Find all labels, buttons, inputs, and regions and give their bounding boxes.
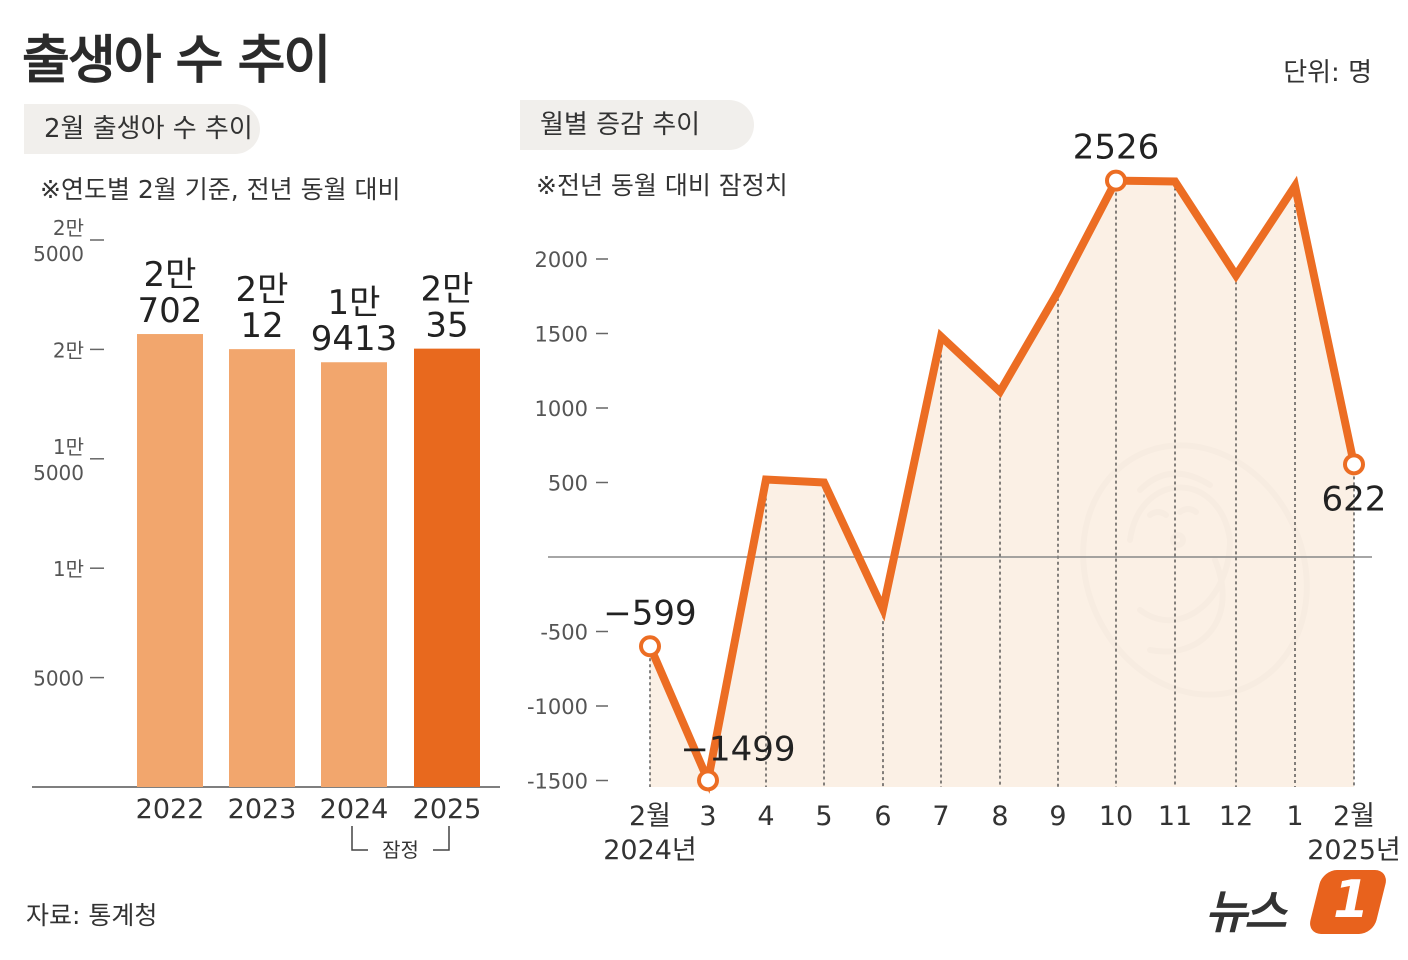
- line-category-label: 8: [991, 801, 1008, 832]
- line-category-label: 9: [1049, 801, 1066, 832]
- bar-ytick-label: 2만: [53, 338, 84, 362]
- line-category-label: 2월 2024년: [603, 801, 697, 866]
- provisional-bracket-left: [351, 826, 368, 851]
- bar-category-label: 2025: [413, 794, 482, 825]
- line-chart-title: 월별 증감 추이: [520, 100, 754, 150]
- line-ytick-label: 2000: [535, 248, 588, 272]
- unit-label: 단위: 명: [1283, 58, 1372, 88]
- labeled-point-marker: [697, 769, 719, 792]
- line-ytick-label: -500: [540, 621, 588, 645]
- bar-category-label: 2022: [136, 794, 205, 825]
- line-category-label: 12: [1219, 801, 1253, 832]
- line-ytick-label: 1500: [535, 323, 588, 347]
- bar-ytick-label: 2만 5000: [33, 216, 84, 266]
- bar-value-label: 1만 9413: [311, 283, 398, 359]
- line-category-label: 1: [1286, 801, 1303, 832]
- line-ytick-label: -1500: [527, 770, 588, 794]
- bar-value-label: 2만 702: [138, 255, 203, 331]
- bar: [414, 348, 480, 787]
- bar-chart-title: 2월 출생아 수 추이: [24, 104, 260, 154]
- line-category-label: 6: [874, 801, 891, 832]
- bar: [321, 362, 387, 787]
- point-value-label: 622: [1322, 479, 1387, 519]
- bar-chart-note: ※연도별 2월 기준, 전년 동월 대비: [40, 175, 401, 204]
- line-chart-note: ※전년 동월 대비 잠정치: [536, 171, 788, 200]
- labeled-point-marker: [639, 635, 661, 658]
- line-ytick-label: 1000: [535, 397, 588, 421]
- source-label: 자료: 통계청: [26, 901, 158, 930]
- chart-title: 출생아 수 추이: [22, 31, 331, 91]
- line-category-label: 10: [1099, 801, 1133, 832]
- logo-number: 1: [1333, 870, 1370, 930]
- line-area: [650, 180, 1354, 788]
- bar-value-label: 2만 35: [421, 270, 474, 346]
- bar-ytick-label: 1만 5000: [33, 435, 84, 485]
- logo-text: 뉴스: [1205, 885, 1287, 939]
- line-category-label: 11: [1158, 801, 1192, 832]
- series-line: [646, 175, 1358, 794]
- bar-category-label: 2023: [228, 794, 297, 825]
- labeled-point-marker: [1343, 453, 1365, 476]
- point-value-label: −1499: [680, 729, 795, 769]
- provisional-bracket-right: [433, 826, 450, 851]
- line-category-label: 2월 2025년: [1307, 801, 1401, 866]
- line-category-label: 4: [757, 801, 774, 832]
- point-value-label: −599: [603, 593, 696, 633]
- news1-logo: 뉴스 1: [1205, 868, 1389, 939]
- line-category-label: 5: [815, 801, 832, 832]
- line-ytick-label: -1000: [527, 695, 588, 719]
- bar-ytick-label: 5000: [33, 667, 84, 691]
- point-value-label: 2526: [1073, 128, 1160, 168]
- labeled-point-marker: [1105, 169, 1127, 192]
- bar-value-label: 2만 12: [236, 270, 289, 346]
- bar: [137, 334, 203, 787]
- bar-ytick-label: 1만: [53, 557, 84, 581]
- line-category-label: 7: [932, 801, 949, 832]
- line-ytick-label: 500: [548, 472, 588, 496]
- line-category-label: 3: [699, 801, 716, 832]
- provisional-label: 잠정: [382, 838, 419, 862]
- bar-category-label: 2024: [320, 794, 389, 825]
- bar: [229, 349, 295, 787]
